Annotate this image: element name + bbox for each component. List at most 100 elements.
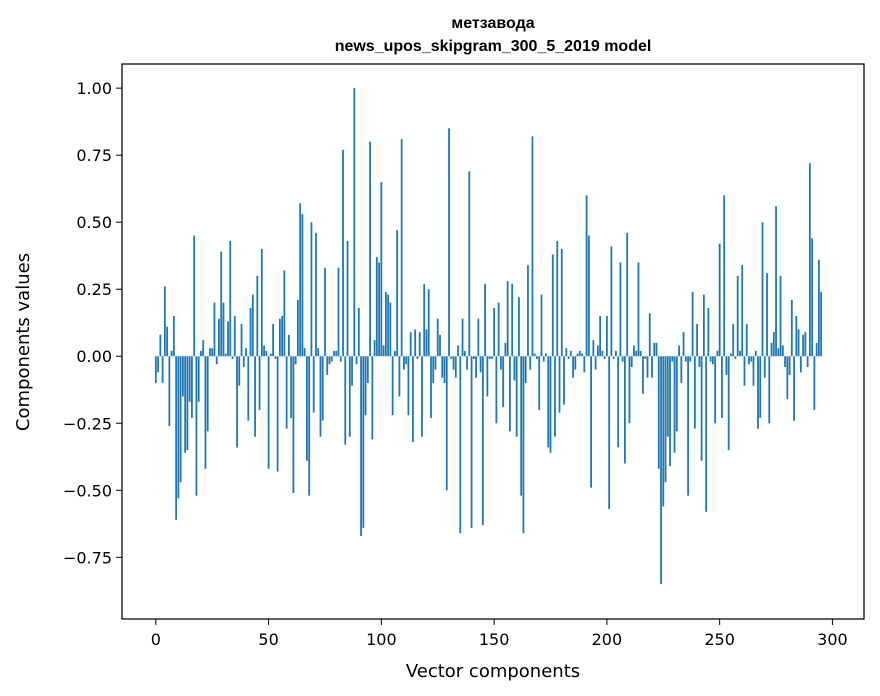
- bar-component-61: [292, 356, 295, 493]
- bar-component-144: [479, 356, 482, 373]
- bar-component-147: [486, 356, 489, 397]
- bar-component-252: [723, 195, 726, 357]
- bar-component-224: [660, 356, 662, 585]
- bar-component-205: [617, 356, 620, 448]
- bar-component-263: [748, 356, 750, 365]
- bar-component-250: [718, 243, 721, 357]
- plot-frame: [121, 63, 865, 620]
- bar-component-15: [188, 356, 191, 402]
- bar-component-211: [630, 356, 633, 367]
- bar-component-283: [793, 356, 795, 421]
- bar-component-155: [504, 342, 507, 357]
- bar-component-275: [775, 206, 777, 357]
- bar-component-256: [732, 324, 735, 357]
- bar-component-77: [328, 356, 331, 365]
- bar-component-230: [673, 356, 676, 453]
- bar-component-216: [642, 356, 644, 394]
- bar-component-76: [326, 356, 329, 376]
- bar-component-139: [468, 171, 471, 357]
- bar-component-114: [412, 356, 414, 443]
- bar-component-201: [608, 356, 611, 510]
- bar-component-247: [711, 356, 714, 365]
- bar-component-16: [191, 356, 193, 418]
- bar-component-0: [154, 356, 157, 384]
- bar-component-51: [269, 353, 272, 357]
- bar-component-91: [360, 356, 362, 536]
- bar-component-217: [644, 356, 647, 359]
- bar-component-31: [224, 353, 227, 357]
- bar-component-133: [454, 356, 457, 378]
- bar-component-112: [407, 356, 410, 416]
- bar-component-56: [281, 316, 284, 357]
- bar-component-184: [569, 350, 572, 357]
- bar-component-55: [278, 318, 281, 357]
- bar-component-26: [213, 302, 216, 357]
- bar-component-123: [432, 356, 435, 384]
- bar-component-273: [770, 342, 773, 357]
- bar-component-87: [351, 356, 353, 386]
- bar-component-103: [387, 294, 390, 357]
- bar-component-10: [177, 356, 180, 499]
- bar-component-231: [675, 356, 678, 432]
- bar-component-160: [515, 356, 518, 437]
- bar-component-138: [466, 356, 468, 370]
- bar-component-167: [531, 136, 534, 357]
- bar-component-105: [391, 356, 394, 416]
- bar-component-39: [242, 356, 245, 367]
- bar-component-78: [330, 356, 333, 362]
- bar-component-200: [605, 316, 608, 357]
- bar-component-157: [509, 356, 511, 432]
- bar-component-62: [294, 356, 297, 365]
- bar-component-122: [430, 356, 432, 418]
- bar-component-126: [439, 334, 441, 357]
- bar-component-150: [493, 307, 496, 357]
- bar-component-271: [766, 273, 768, 357]
- bar-component-255: [730, 353, 732, 357]
- bar-component-163: [522, 356, 525, 534]
- bar-component-69: [310, 222, 313, 357]
- bar-component-2: [159, 334, 162, 357]
- bar-component-109: [400, 139, 403, 357]
- bar-component-257: [734, 356, 737, 359]
- bar-component-177: [554, 356, 556, 437]
- bar-component-219: [648, 313, 651, 357]
- bar-component-215: [639, 350, 642, 357]
- bar-component-64: [299, 203, 302, 357]
- bar-component-82: [339, 356, 342, 362]
- bar-component-180: [560, 249, 563, 357]
- bar-component-58: [285, 356, 288, 429]
- bar-component-270: [763, 356, 766, 378]
- bar-component-57: [283, 270, 286, 357]
- bar-component-276: [777, 348, 780, 357]
- bar-component-202: [610, 246, 613, 357]
- chart-title: метзавода: [451, 15, 534, 32]
- bar-component-173: [545, 353, 547, 357]
- bar-component-98: [375, 257, 378, 357]
- bar-component-194: [592, 340, 595, 357]
- bar-component-162: [520, 356, 523, 496]
- bar-component-158: [511, 283, 514, 357]
- bar-component-176: [551, 254, 554, 357]
- bar-component-63: [297, 299, 299, 357]
- bar-component-135: [459, 356, 462, 534]
- bar-component-113: [409, 332, 412, 357]
- bar-component-37: [238, 356, 241, 386]
- bar-component-12: [181, 356, 184, 397]
- bar-component-22: [204, 356, 207, 469]
- bar-component-130: [448, 128, 450, 357]
- bar-component-32: [227, 321, 229, 357]
- bar-component-146: [484, 283, 486, 357]
- bar-component-3: [161, 356, 164, 384]
- bar-component-178: [556, 240, 559, 357]
- bar-component-232: [678, 345, 680, 357]
- bar-component-45: [256, 275, 259, 357]
- bar-component-8: [172, 316, 175, 357]
- bar-component-43: [251, 294, 254, 357]
- bar-component-159: [513, 356, 516, 381]
- y-axis-label: Components values: [13, 253, 34, 431]
- bar-component-218: [646, 356, 649, 378]
- bar-component-293: [815, 342, 818, 357]
- bar-component-246: [709, 356, 712, 362]
- bar-component-115: [414, 329, 417, 357]
- bar-component-182: [565, 348, 568, 357]
